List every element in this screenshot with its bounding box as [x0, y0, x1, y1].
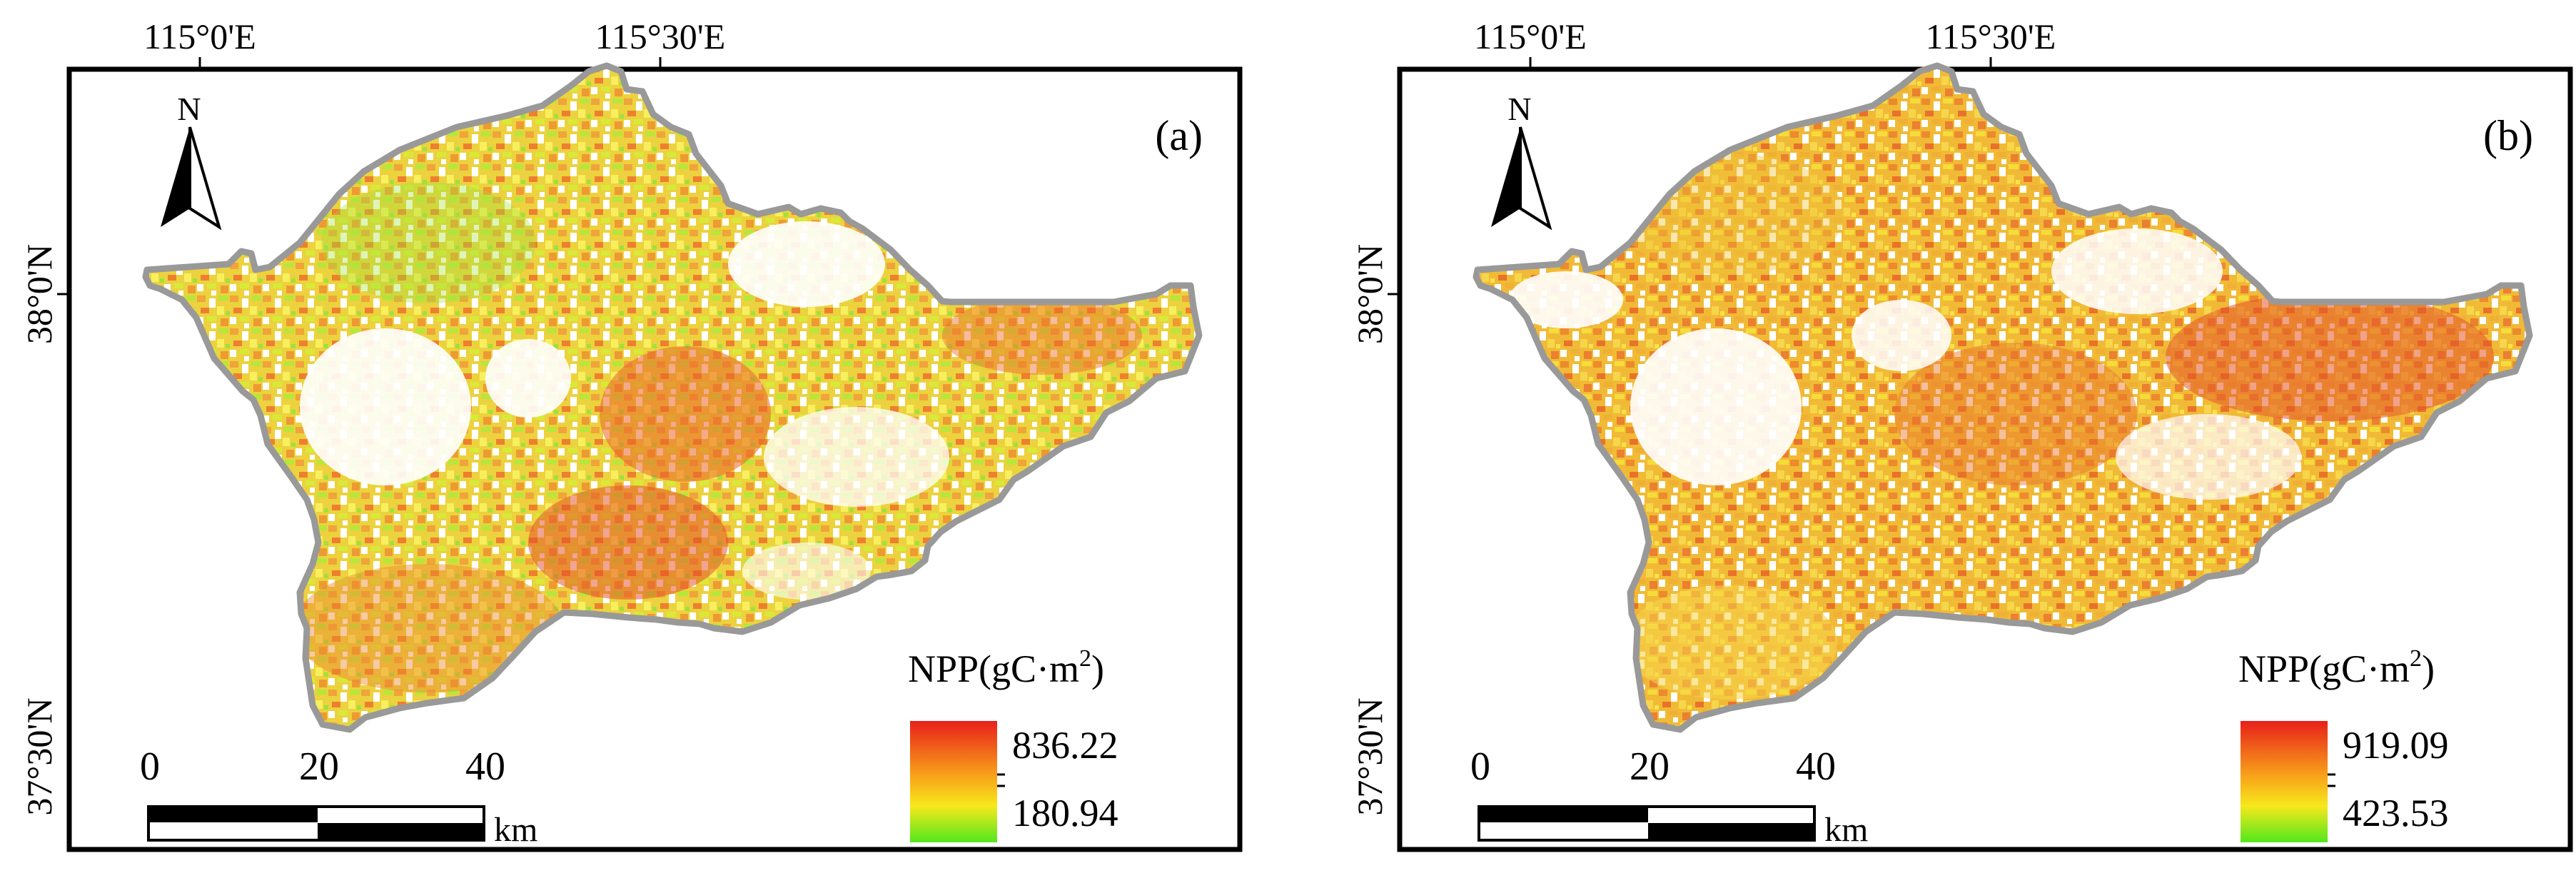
legend-color-ramp: [2241, 721, 2328, 842]
lat-label-1: 38°0'N: [19, 244, 59, 344]
scale-tick-0: 0: [1470, 745, 1490, 789]
scale-unit: km: [1824, 811, 1868, 849]
legend-min: 180.94: [1012, 792, 1118, 834]
panel-label: (a): [1155, 112, 1203, 159]
scale-bar: 0 20 40 km: [140, 745, 537, 849]
lon-label-1: 115°0'E: [1474, 16, 1587, 56]
north-arrow-left-half: [161, 127, 190, 227]
north-arrow-right-half: [1519, 126, 1552, 231]
lat-label-2: 37°30'N: [19, 697, 59, 815]
legend: NPP(gC·m2) 919.09 423.53: [2238, 645, 2449, 842]
scale-tick-20: 20: [1630, 745, 1670, 789]
legend-color-ramp: [910, 721, 997, 842]
north-label: N: [1507, 91, 1531, 127]
scale-tick-0: 0: [140, 745, 160, 789]
scale-tick-40: 40: [1796, 745, 1836, 789]
lon-label-2: 115°30'E: [595, 16, 726, 56]
north-arrow-right-half: [188, 126, 222, 231]
scale-tick-20: 20: [299, 745, 339, 789]
lon-label-1: 115°0'E: [143, 16, 256, 56]
lat-label-2: 37°30'N: [1350, 697, 1390, 815]
legend-title: NPP(gC·m2): [2238, 645, 2435, 690]
lat-label-1: 38°0'N: [1350, 244, 1390, 344]
legend: NPP(gC·m2) 836.22 180.94: [908, 645, 1118, 842]
lon-label-2: 115°30'E: [1926, 16, 2056, 56]
north-arrow: N: [1491, 91, 1552, 231]
panel-a: 115°0'E 115°30'E 38°0'N 37°30'N N (a): [19, 16, 1243, 852]
legend-max: 919.09: [2343, 724, 2449, 767]
scale-bar: 0 20 40 km: [1470, 745, 1868, 849]
legend-title: NPP(gC·m2): [908, 645, 1104, 690]
legend-min: 423.53: [2343, 792, 2449, 834]
panel-b: 115°0'E 115°30'E 38°0'N 37°30'N N (b): [1350, 16, 2573, 852]
scale-unit: km: [494, 811, 537, 849]
panel-label: (b): [2483, 112, 2533, 159]
legend-max: 836.22: [1012, 724, 1118, 767]
north-arrow-left-half: [1491, 127, 1520, 227]
north-label: N: [177, 91, 201, 127]
north-arrow: N: [161, 91, 222, 231]
scale-tick-40: 40: [465, 745, 505, 789]
